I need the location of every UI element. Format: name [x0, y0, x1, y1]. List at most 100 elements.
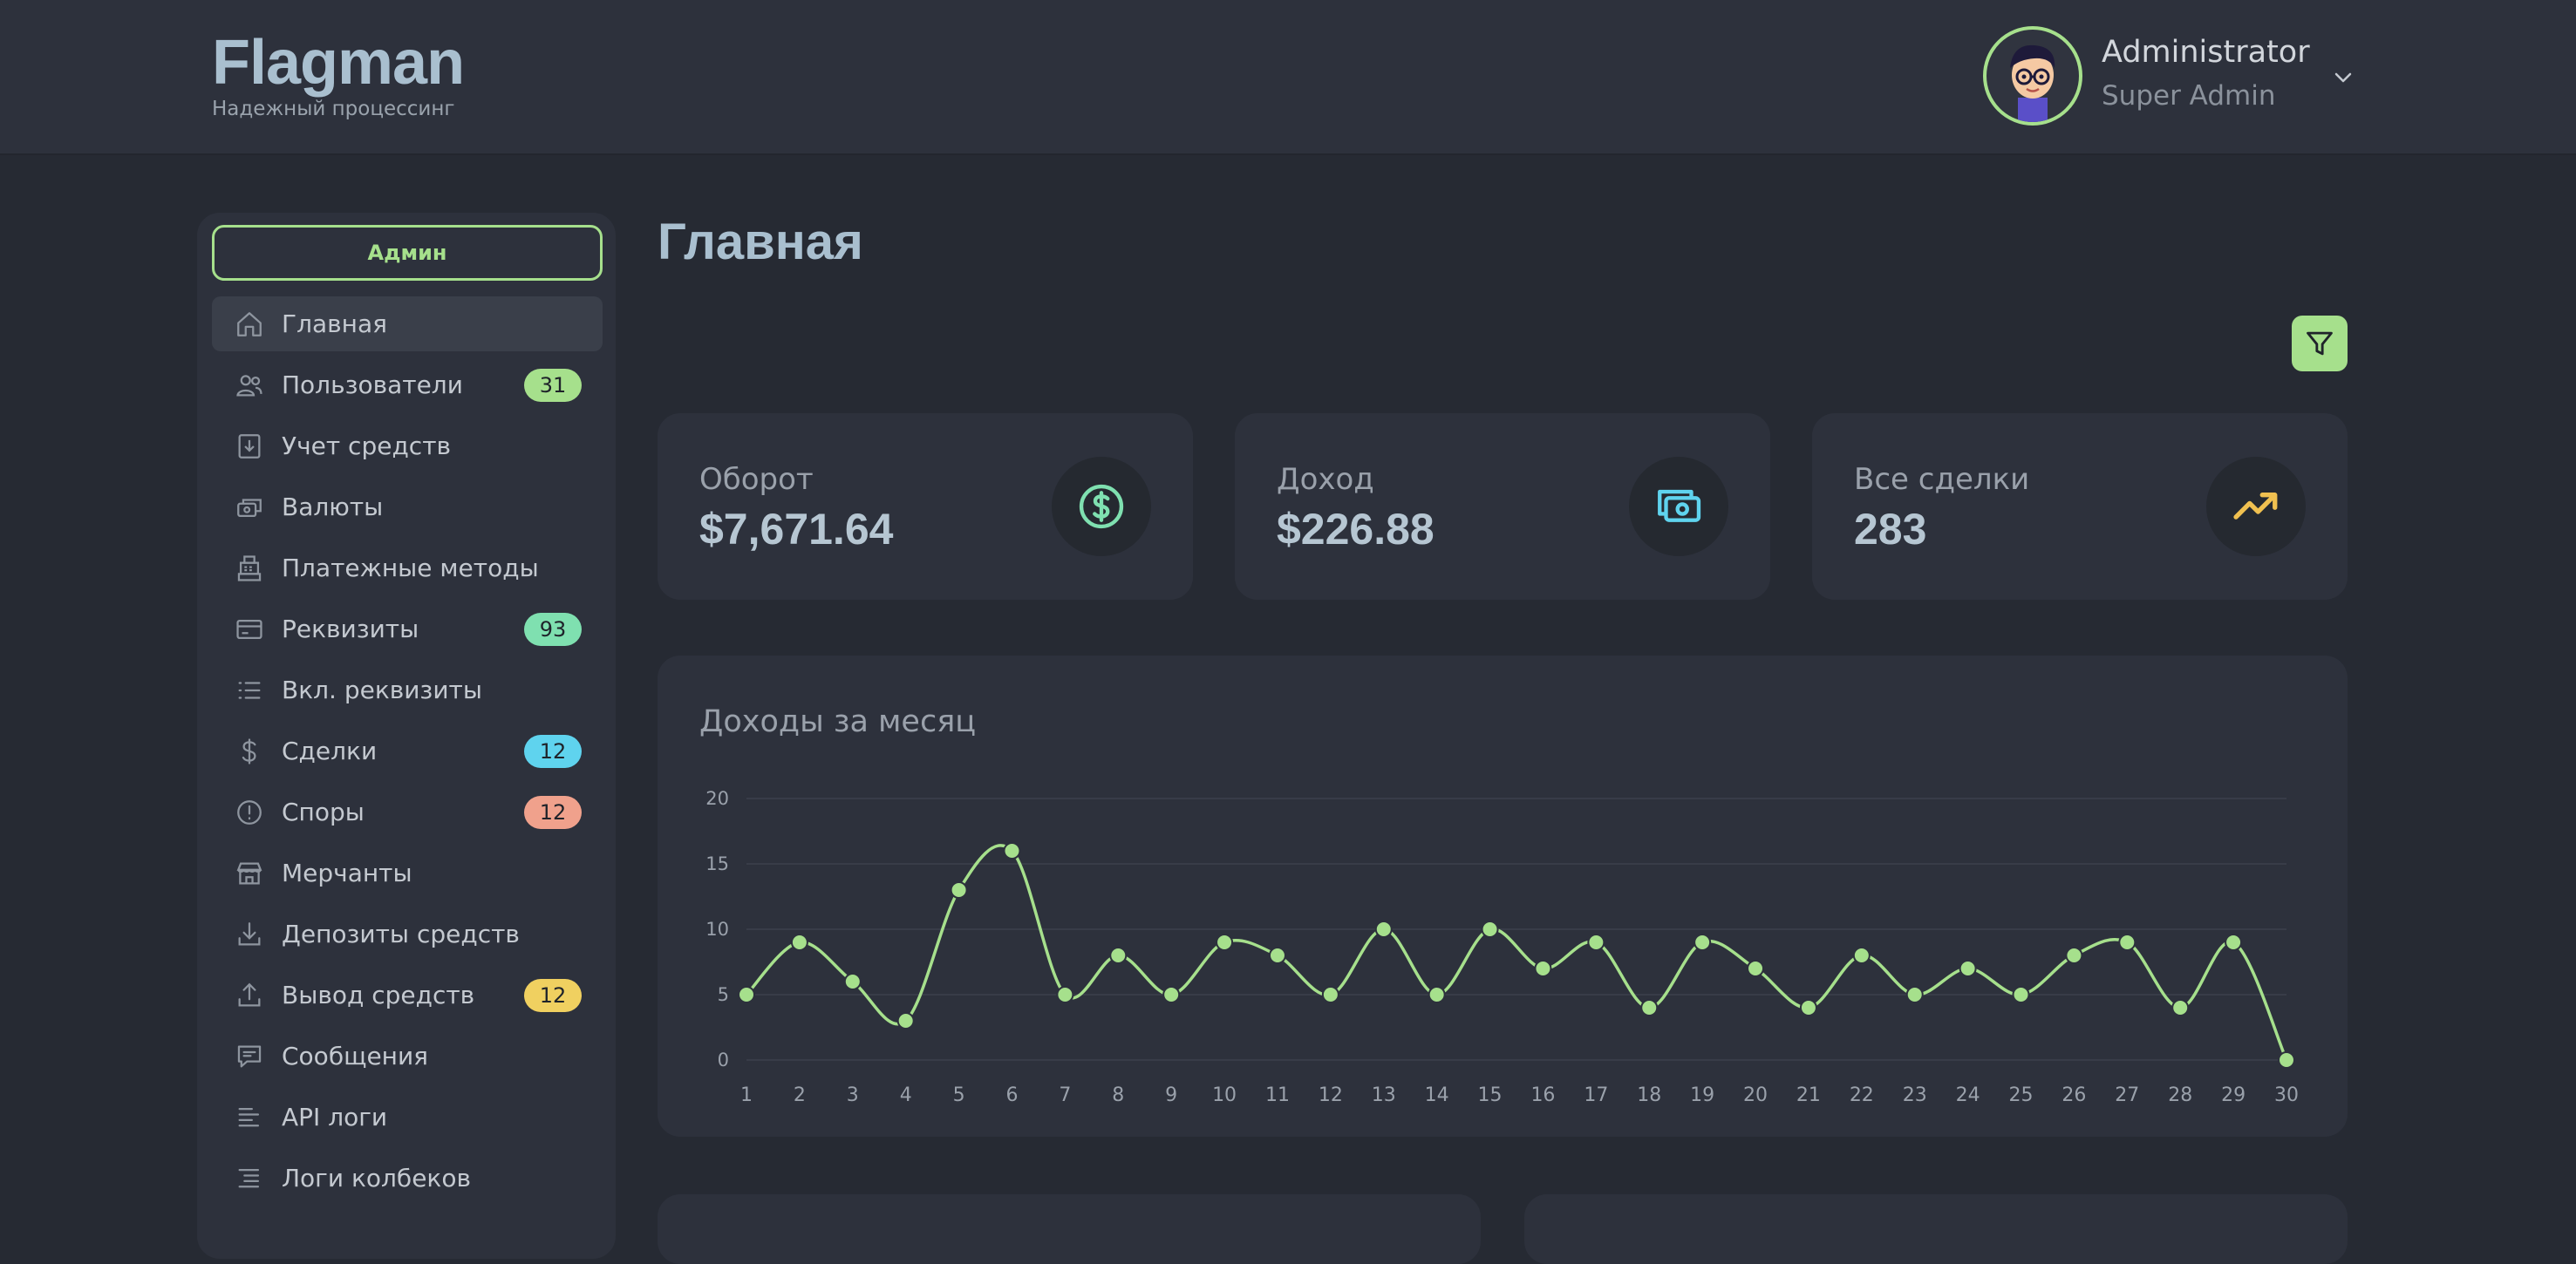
data-point[interactable]: [1534, 960, 1552, 977]
sidebar-item-label: Реквизиты: [282, 615, 419, 643]
x-tick-label: 6: [1005, 1084, 1018, 1106]
data-point[interactable]: [950, 881, 968, 899]
data-point[interactable]: [1587, 934, 1605, 951]
x-tick-label: 30: [2274, 1084, 2299, 1106]
data-point[interactable]: [1003, 842, 1021, 860]
sidebar-item-label: Вывод средств: [282, 981, 475, 1009]
chevron-down-icon[interactable]: [2328, 63, 2358, 92]
register-icon: [235, 554, 264, 583]
callback-log-icon: [235, 1164, 264, 1193]
data-point[interactable]: [1321, 986, 1339, 1003]
data-point[interactable]: [790, 934, 808, 951]
bottom-card-right: [1524, 1194, 2348, 1264]
sidebar-item-label: API логи: [282, 1103, 388, 1131]
data-point[interactable]: [1109, 947, 1128, 964]
dollar-circle-icon: [1052, 457, 1151, 556]
data-point[interactable]: [2225, 934, 2243, 951]
deals-count-badge: 12: [524, 734, 582, 768]
data-point[interactable]: [2065, 947, 2083, 964]
brand-title: Flagman: [212, 28, 465, 98]
sidebar-item-deals[interactable]: Сделки 12: [212, 724, 603, 778]
data-point[interactable]: [1374, 921, 1393, 938]
user-menu[interactable]: Administrator Super Admin: [1983, 26, 2367, 127]
sidebar-item-requisites[interactable]: Реквизиты 93: [212, 601, 603, 656]
sidebar-item-label: Споры: [282, 798, 365, 826]
y-tick-label: 10: [705, 919, 729, 940]
data-point[interactable]: [738, 986, 755, 1003]
stat-label: Все сделки: [1854, 462, 2030, 497]
data-point[interactable]: [1162, 986, 1181, 1003]
sidebar-item-enabled-requisites[interactable]: Вкл. реквизиты: [212, 663, 603, 717]
stat-card-turnover: Оборот $7,671.64: [658, 413, 1193, 600]
sidebar-item-label: Депозиты средств: [282, 920, 520, 948]
data-point[interactable]: [1959, 960, 1977, 977]
users-icon: [235, 370, 264, 400]
data-point[interactable]: [1481, 921, 1499, 938]
data-point[interactable]: [1640, 999, 1659, 1016]
sidebar-item-users[interactable]: Пользователи 31: [212, 357, 603, 412]
data-point[interactable]: [1216, 934, 1234, 951]
stat-card-all-deals: Все сделки 283: [1812, 413, 2348, 600]
sidebar-item-api-logs[interactable]: API логи: [212, 1090, 603, 1145]
data-point[interactable]: [1428, 986, 1446, 1003]
admin-role-button[interactable]: Админ: [212, 225, 603, 281]
data-point[interactable]: [1905, 986, 1924, 1003]
brand[interactable]: Flagman Надежный процессинг: [212, 26, 465, 120]
sidebar-item-merchants[interactable]: Мерчанты: [212, 846, 603, 900]
stat-value: $7,671.64: [699, 505, 894, 554]
card-icon: [235, 615, 264, 644]
avatar[interactable]: [1983, 26, 2082, 126]
y-tick-label: 15: [705, 853, 729, 874]
series-line: [745, 844, 2288, 1061]
data-point[interactable]: [2171, 999, 2190, 1016]
x-tick-label: 4: [900, 1084, 912, 1106]
sidebar-item-disputes[interactable]: Споры 12: [212, 785, 603, 839]
upload-icon: [235, 981, 264, 1010]
bottom-card-left: [658, 1194, 1481, 1264]
x-tick-label: 14: [1425, 1084, 1449, 1106]
x-tick-label: 11: [1265, 1084, 1290, 1106]
data-point[interactable]: [1268, 947, 1286, 964]
download-icon: [235, 920, 264, 949]
sidebar-item-messages[interactable]: Сообщения: [212, 1029, 603, 1084]
x-tick-label: 3: [847, 1084, 859, 1106]
user-role: Super Admin: [2102, 80, 2276, 112]
x-tick-label: 7: [1059, 1084, 1071, 1106]
x-tick-label: 12: [1319, 1084, 1343, 1106]
x-tick-label: 23: [1903, 1084, 1927, 1106]
page-title: Главная: [658, 214, 863, 270]
data-point[interactable]: [1056, 986, 1074, 1003]
sidebar-item-callback-logs[interactable]: Логи колбеков: [212, 1151, 603, 1206]
y-tick-label: 0: [718, 1050, 729, 1070]
sidebar-item-label: Сделки: [282, 737, 378, 765]
x-tick-label: 21: [1796, 1084, 1821, 1106]
stat-card-income: Доход $226.88: [1235, 413, 1770, 600]
data-point[interactable]: [2118, 934, 2136, 951]
data-point[interactable]: [896, 1012, 915, 1030]
sidebar-item-payment-methods[interactable]: Платежные методы: [212, 540, 603, 595]
data-point[interactable]: [1799, 999, 1817, 1016]
sidebar-item-deposits[interactable]: Депозиты средств: [212, 907, 603, 962]
data-point[interactable]: [1747, 960, 1765, 977]
chart-title: Доходы за месяц: [699, 704, 977, 739]
x-tick-label: 26: [2061, 1084, 2086, 1106]
sidebar-item-currencies[interactable]: Валюты: [212, 479, 603, 534]
x-tick-label: 8: [1112, 1084, 1124, 1106]
disputes-count-badge: 12: [524, 795, 582, 829]
currency-icon: [235, 493, 264, 522]
sidebar-item-label: Мерчанты: [282, 859, 412, 887]
sidebar-item-withdrawals[interactable]: Вывод средств 12: [212, 968, 603, 1023]
data-point[interactable]: [1693, 934, 1712, 951]
data-point[interactable]: [2278, 1051, 2295, 1069]
user-name: Administrator: [2102, 35, 2310, 70]
sidebar-item-ledger[interactable]: Учет средств: [212, 418, 603, 473]
data-point[interactable]: [843, 973, 862, 990]
sidebar-item-home[interactable]: Главная: [212, 296, 603, 351]
filter-button[interactable]: [2292, 316, 2348, 371]
data-point[interactable]: [1852, 947, 1871, 964]
monthly-income-chart: Доходы за месяц 0 5 10 15 20 1 2 3 4 5 6 7 8 9 10 11 12 1…: [658, 656, 2348, 1137]
data-point[interactable]: [2012, 986, 2030, 1003]
requisites-count-badge: 93: [524, 612, 582, 646]
brand-subtitle: Надежный процессинг: [212, 98, 455, 120]
message-icon: [235, 1042, 264, 1071]
